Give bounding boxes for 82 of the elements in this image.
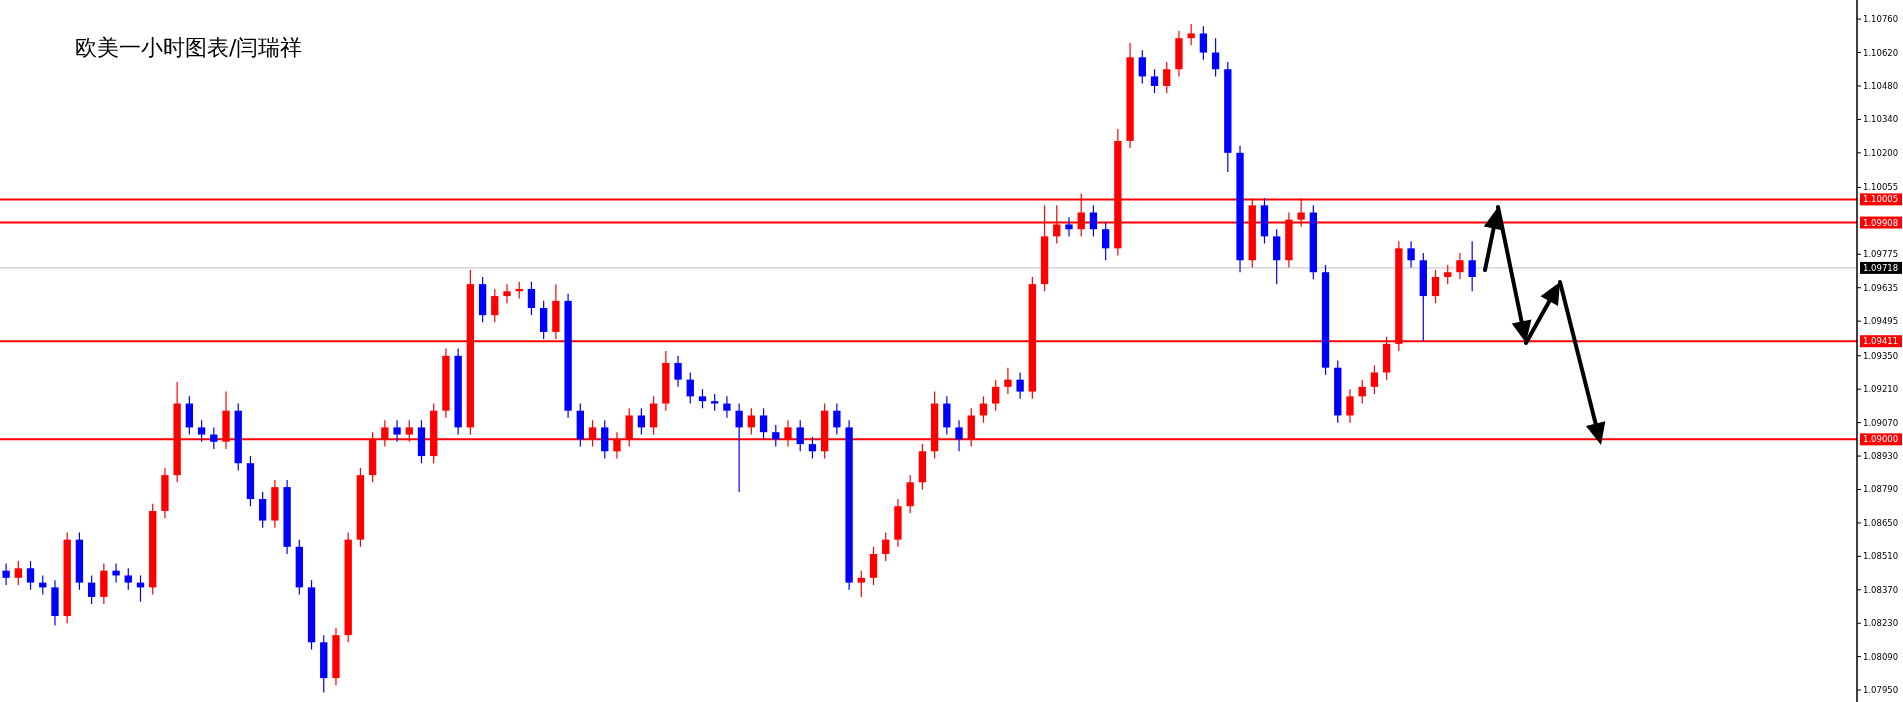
candlestick bbox=[112, 562, 120, 584]
candlestick bbox=[1456, 252, 1464, 280]
candlestick bbox=[527, 281, 536, 316]
candlestick bbox=[1431, 269, 1440, 304]
candlestick bbox=[393, 419, 401, 443]
candlestick bbox=[1187, 23, 1195, 46]
candlestick bbox=[14, 560, 22, 586]
y-tick-label: 1.09635 bbox=[1863, 282, 1899, 293]
y-tick-label: 1.08090 bbox=[1863, 651, 1899, 662]
candlestick bbox=[1370, 364, 1379, 395]
candlestick bbox=[857, 570, 865, 598]
candlestick bbox=[808, 436, 817, 460]
candlestick bbox=[637, 407, 646, 436]
ref-line-label: 1.10005 bbox=[1863, 194, 1899, 205]
candlestick bbox=[540, 300, 548, 340]
y-tick-label: 1.08370 bbox=[1863, 584, 1899, 595]
candlestick bbox=[1150, 68, 1159, 94]
candlestick bbox=[833, 402, 841, 436]
candlestick bbox=[1358, 379, 1366, 405]
candlestick bbox=[759, 407, 768, 440]
y-tick-label: 1.08790 bbox=[1863, 484, 1899, 495]
candlestick bbox=[906, 474, 914, 514]
candlestick bbox=[686, 371, 694, 405]
candlestick bbox=[1199, 25, 1208, 61]
ref-line-label: 1.09908 bbox=[1863, 217, 1899, 228]
candlestick bbox=[210, 426, 218, 450]
candlestick bbox=[796, 419, 804, 452]
y-tick-label: 1.10200 bbox=[1863, 147, 1899, 158]
candlestick bbox=[1163, 61, 1171, 94]
text: 欧美一小时图表/闫瑞祥 bbox=[75, 35, 303, 60]
y-tick-label: 1.08930 bbox=[1863, 451, 1899, 462]
candlestick bbox=[87, 574, 96, 605]
y-tick-label: 1.09350 bbox=[1863, 350, 1899, 361]
candlestick bbox=[772, 424, 780, 448]
candlestick bbox=[259, 491, 267, 529]
y-tick-label: 1.10340 bbox=[1863, 114, 1899, 125]
candlestick bbox=[1444, 264, 1452, 285]
y-tick-label: 1.07950 bbox=[1863, 685, 1899, 696]
candlestick bbox=[943, 395, 951, 436]
candlestick bbox=[1346, 388, 1354, 424]
candlestick bbox=[955, 419, 963, 452]
candlestick bbox=[1101, 221, 1110, 261]
ref-line-label: 1.09718 bbox=[1863, 262, 1899, 273]
y-tick-label: 1.10620 bbox=[1863, 47, 1899, 58]
y-tick-label: 1.08650 bbox=[1863, 517, 1899, 528]
candlestick bbox=[601, 419, 609, 460]
candlestick bbox=[1211, 37, 1220, 78]
candlestick bbox=[723, 395, 731, 419]
candlestick bbox=[747, 407, 756, 436]
candlestick bbox=[1065, 216, 1073, 237]
candlestick bbox=[2, 562, 10, 586]
y-tick-label: 1.08510 bbox=[1863, 551, 1899, 562]
y-tick-label: 1.10480 bbox=[1863, 80, 1899, 91]
candlestick bbox=[1407, 240, 1415, 269]
candlestick bbox=[1138, 49, 1146, 85]
candlestick bbox=[197, 419, 206, 443]
candlestick bbox=[1089, 204, 1098, 237]
y-tick-label: 1.10055 bbox=[1863, 182, 1899, 193]
candlestick bbox=[1273, 228, 1281, 285]
candlestick bbox=[674, 355, 682, 388]
ref-line-label: 1.09000 bbox=[1863, 434, 1899, 445]
candlestick bbox=[649, 395, 658, 436]
y-tick-label: 1.10760 bbox=[1863, 14, 1899, 25]
y-tick-label: 1.09775 bbox=[1863, 249, 1899, 260]
candlestick bbox=[26, 560, 35, 591]
ref-line-label: 1.09411 bbox=[1863, 336, 1899, 347]
candlestick bbox=[1016, 371, 1024, 400]
candlestick bbox=[735, 402, 743, 493]
candlestick bbox=[1004, 367, 1012, 395]
candlestick bbox=[992, 379, 1000, 412]
candlestick bbox=[124, 567, 132, 591]
candlestick bbox=[503, 283, 511, 304]
candlestick bbox=[185, 395, 194, 436]
y-tick-label: 1.09070 bbox=[1863, 417, 1899, 428]
candlestick bbox=[491, 288, 499, 323]
candlestick bbox=[1468, 240, 1476, 292]
candlestick bbox=[882, 531, 890, 562]
candlestick bbox=[698, 388, 707, 409]
y-tick-label: 1.08230 bbox=[1863, 618, 1899, 629]
y-tick-label: 1.09495 bbox=[1863, 316, 1899, 327]
y-tick-label: 1.09210 bbox=[1863, 384, 1899, 395]
candlestick bbox=[869, 546, 878, 586]
